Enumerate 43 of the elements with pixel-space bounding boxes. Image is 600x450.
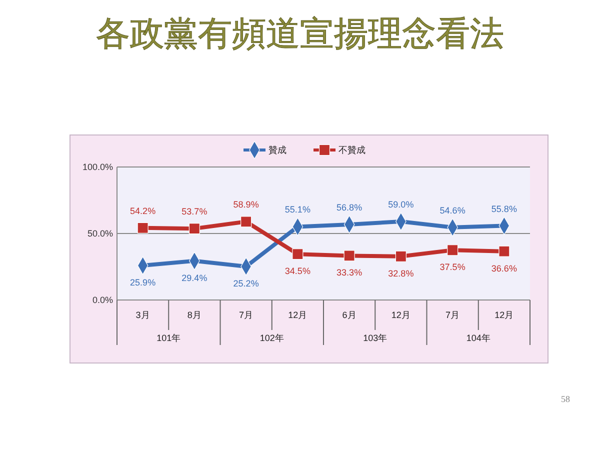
point — [188, 223, 200, 234]
data-label: 56.8% — [336, 202, 362, 212]
text: 102年 — [260, 333, 284, 343]
point — [344, 250, 355, 262]
data-label: 54.6% — [440, 205, 466, 216]
data-label: 59.0% — [388, 200, 414, 210]
data-label: 53.7% — [182, 206, 208, 217]
point — [447, 244, 458, 256]
data-label: 25.2% — [233, 278, 259, 288]
point — [137, 222, 148, 234]
legend-label: 不贊成 — [338, 145, 366, 156]
data-label: 58.9% — [233, 200, 259, 210]
data-label: 55.1% — [284, 204, 310, 215]
x-tick-label: 3月 — [136, 310, 150, 320]
x-tick-label: 7月 — [446, 310, 460, 320]
point — [240, 216, 252, 228]
point — [498, 246, 510, 257]
x-tick-label: 12月 — [288, 310, 308, 320]
text: 58 — [561, 394, 570, 404]
y-tick-label: 0.0% — [92, 295, 113, 306]
data-label: 54.2% — [130, 206, 156, 216]
chart-title: 各政黨有頻道宣揚理念看法 — [96, 15, 504, 53]
x-tick-label: 6月 — [342, 310, 356, 320]
text: 104年 — [466, 333, 490, 343]
text: 101年 — [156, 333, 181, 343]
y-tick-label: 100.0% — [82, 162, 113, 172]
data-label: 32.8% — [388, 268, 414, 278]
data-label: 37.5% — [440, 262, 466, 272]
text: 103年 — [363, 333, 388, 343]
y-tick-label: 50.0% — [87, 228, 113, 239]
legend-label: 贊成 — [268, 145, 286, 156]
data-label: 29.4% — [182, 272, 208, 283]
data-label: 34.5% — [284, 266, 310, 276]
x-tick-label: 12月 — [494, 310, 514, 320]
point — [292, 248, 304, 260]
data-label: 36.6% — [491, 263, 517, 274]
x-tick-label: 12月 — [391, 310, 410, 320]
x-tick-label: 8月 — [187, 310, 202, 320]
x-tick-label: 7月 — [239, 310, 254, 320]
data-label: 33.3% — [336, 268, 362, 278]
point — [395, 250, 406, 262]
data-label: 55.8% — [491, 204, 517, 214]
data-label: 25.9% — [130, 278, 156, 288]
